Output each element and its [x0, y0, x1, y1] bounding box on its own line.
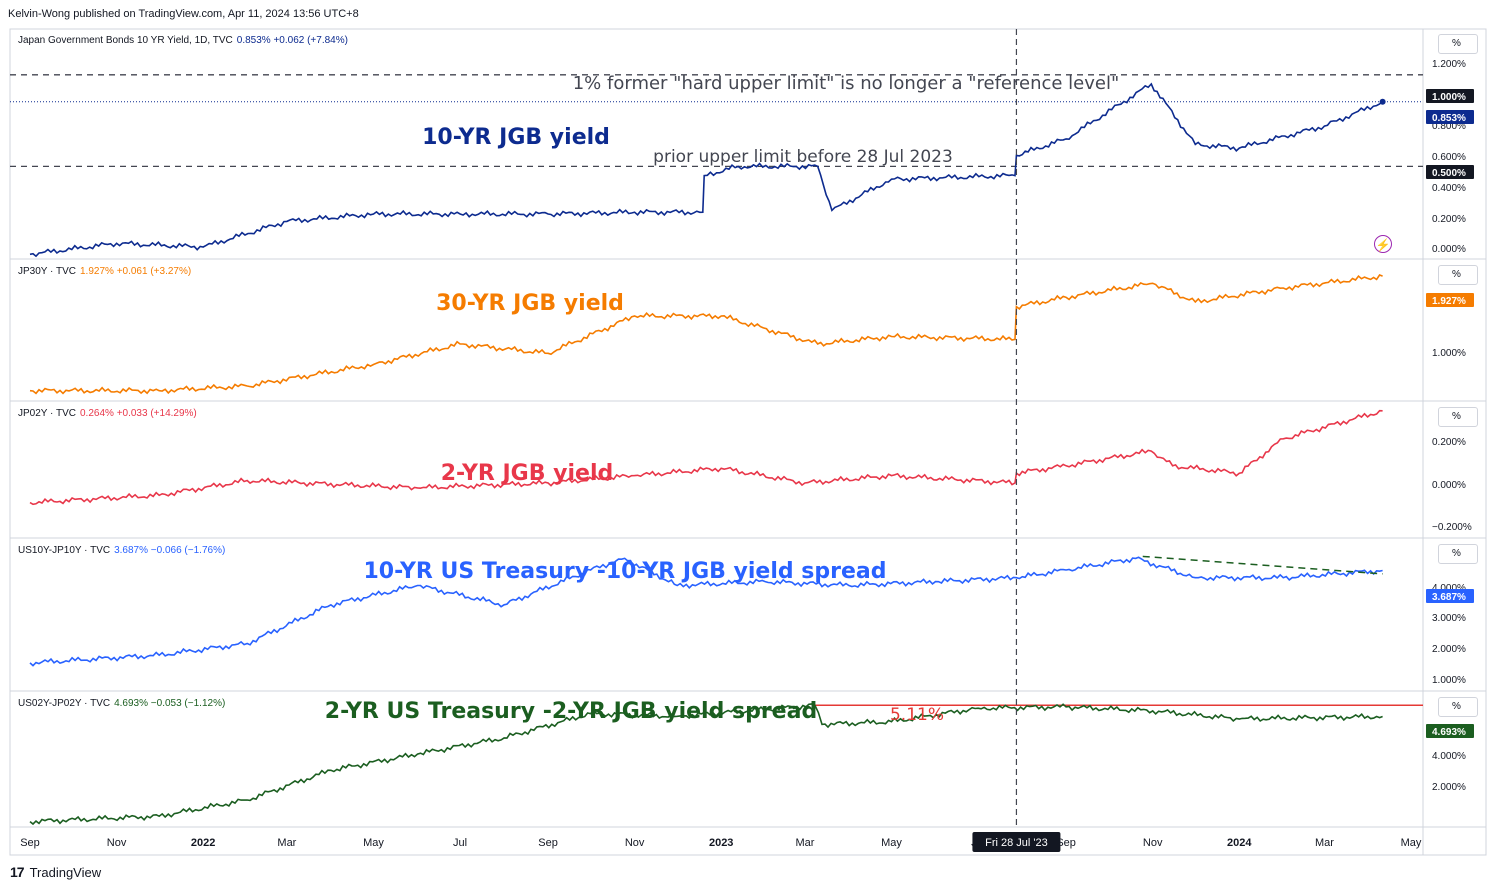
symbol-name: US10Y-JP10Y · TVC — [18, 545, 111, 556]
series-line-0 — [29, 82, 1384, 258]
series-title-0: 10-YR JGB yield — [422, 125, 610, 150]
y-tick-label: 0.000% — [1432, 480, 1466, 491]
annotation-text: prior upper limit before 28 Jul 2023 — [653, 147, 953, 167]
series-title-1: 30-YR JGB yield — [436, 291, 624, 316]
series-line-4 — [29, 703, 1383, 826]
y-tick-label: 0.200% — [1432, 214, 1466, 225]
percent-scale-button[interactable]: % — [1438, 34, 1478, 54]
footer: 17 TradingView — [10, 864, 101, 880]
price-tag: 1.927% — [1432, 296, 1466, 307]
price-tag: 3.687% — [1432, 592, 1466, 603]
series-title-4: 2-YR US Treasury -2-YR JGB yield spread — [325, 699, 817, 724]
y-tick-label: 0.800% — [1432, 121, 1466, 132]
crosshair-date-bg — [972, 832, 1061, 852]
price-tag-bg — [1426, 165, 1474, 179]
y-tick-label: 3.000% — [1432, 613, 1466, 624]
symbol-name: Japan Government Bonds 10 YR Yield, 1D, … — [18, 35, 233, 46]
pane-header-2[interactable]: JP02Y · TVC 0.264% +0.033 (+14.29%) — [18, 408, 197, 419]
footer-brand: TradingView — [29, 864, 102, 880]
price-tag-bg — [1426, 110, 1474, 124]
x-tick-label: Jul — [453, 837, 467, 849]
chart-frame — [9, 28, 1487, 856]
series-line-2 — [29, 409, 1383, 506]
y-tick-label: 1.200% — [1432, 59, 1466, 70]
percent-scale-button[interactable]: % — [1438, 697, 1478, 717]
price-tag-bg — [1426, 293, 1474, 307]
pane-header-1[interactable]: JP30Y · TVC 1.927% +0.061 (+3.27%) — [18, 266, 191, 277]
tradingview-logo-icon: 17 — [10, 864, 25, 880]
symbol-value: 0.264% +0.033 (+14.29%) — [80, 408, 197, 419]
pane-header-4[interactable]: US02Y-JP02Y · TVC 4.693% −0.053 (−1.12%) — [18, 698, 225, 709]
series-line-1 — [29, 274, 1383, 395]
price-tag: 0.500% — [1432, 168, 1466, 179]
x-tick-label: May — [1401, 837, 1422, 849]
x-tick-label: Mar — [1315, 837, 1334, 849]
symbol-value: 3.687% −0.066 (−1.76%) — [114, 545, 226, 556]
y-tick-label: 0.000% — [1432, 244, 1466, 255]
series-title-2: 2-YR JGB yield — [441, 461, 614, 486]
y-tick-label: 4.000% — [1432, 751, 1466, 762]
x-tick-label: May — [363, 837, 384, 849]
price-tag-bg — [1426, 589, 1474, 603]
price-tag-bg — [1426, 724, 1474, 738]
percent-scale-button[interactable]: % — [1438, 544, 1478, 564]
symbol-name: US02Y-JP02Y · TVC — [18, 698, 111, 709]
x-tick-label: 2024 — [1227, 837, 1252, 849]
last-point — [1379, 98, 1386, 105]
trend-line — [1142, 555, 1383, 575]
annotation-text: 1% former "hard upper limit" is no longe… — [573, 73, 1120, 94]
percent-scale-button[interactable]: % — [1438, 265, 1478, 285]
x-tick-label: May — [881, 837, 902, 849]
x-tick-label: 2023 — [709, 837, 733, 849]
series-title-3: 10-YR US Treasury -10-YR JGB yield sprea… — [363, 559, 886, 584]
lightning-icon[interactable]: ⚡ — [1374, 235, 1392, 253]
pane-header-3[interactable]: US10Y-JP10Y · TVC 3.687% −0.066 (−1.76%) — [18, 545, 225, 556]
x-tick-label: 2022 — [191, 837, 215, 849]
price-tag: 1.000% — [1432, 92, 1466, 103]
y-tick-label: −0.200% — [1432, 522, 1472, 533]
x-tick-label: Sep — [538, 837, 558, 849]
percent-scale-button[interactable]: % — [1438, 407, 1478, 427]
y-tick-label: 2.000% — [1432, 782, 1466, 793]
x-tick-label: Nov — [107, 837, 127, 849]
y-tick-label: 0.600% — [1432, 152, 1466, 163]
symbol-name: JP02Y · TVC — [18, 408, 76, 419]
y-tick-label: 0.200% — [1432, 437, 1466, 448]
price-tag: 4.693% — [1432, 727, 1466, 738]
x-tick-label: Sep — [1056, 837, 1076, 849]
y-tick-label: 1.000% — [1432, 675, 1466, 686]
x-tick-label: Mar — [277, 837, 296, 849]
y-tick-label: 0.400% — [1432, 183, 1466, 194]
x-tick-label: Nov — [1143, 837, 1163, 849]
series-line-3 — [29, 556, 1383, 667]
x-tick-label: Nov — [625, 837, 645, 849]
y-tick-label: 2.000% — [1432, 644, 1466, 655]
price-tag-bg — [1426, 89, 1474, 103]
x-tick-label: Mar — [795, 837, 814, 849]
y-tick-label: 1.000% — [1432, 348, 1466, 359]
crosshair-date-label: Fri 28 Jul '23 — [985, 837, 1048, 849]
byline: Kelvin-Wong published on TradingView.com… — [8, 8, 359, 20]
symbol-value: 0.853% +0.062 (+7.84%) — [236, 35, 348, 46]
annotation-text: 5.11% — [890, 705, 944, 725]
y-tick-label: 4.000% — [1432, 583, 1466, 594]
pane-header-0[interactable]: Japan Government Bonds 10 YR Yield, 1D, … — [18, 35, 348, 46]
symbol-name: JP30Y · TVC — [18, 266, 76, 277]
symbol-value: 1.927% +0.061 (+3.27%) — [80, 266, 192, 277]
symbol-value: 4.693% −0.053 (−1.12%) — [114, 698, 226, 709]
price-tag: 0.853% — [1432, 113, 1466, 124]
x-tick-label: Sep — [20, 837, 40, 849]
